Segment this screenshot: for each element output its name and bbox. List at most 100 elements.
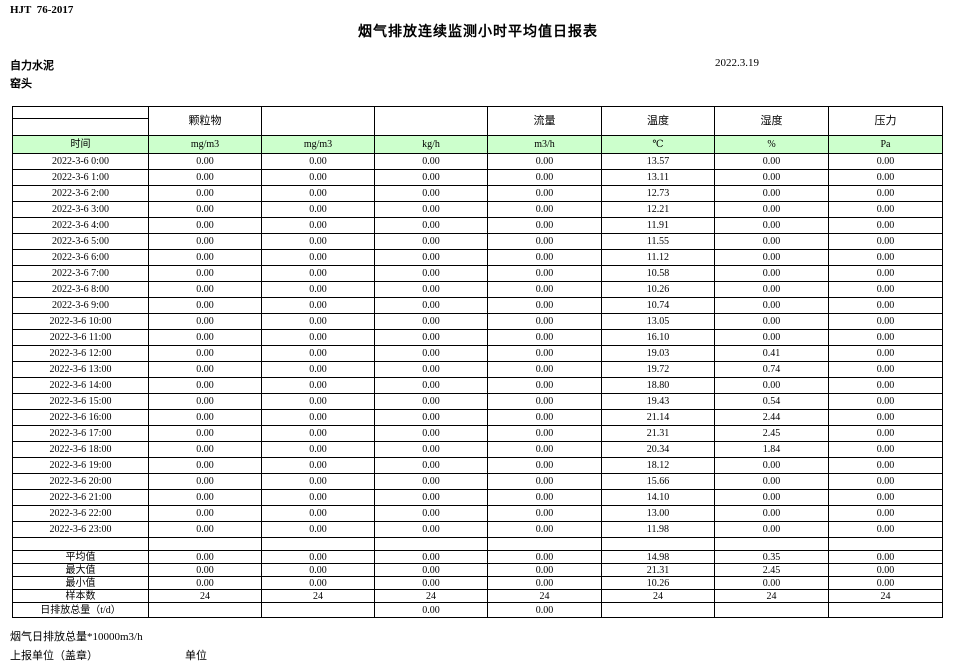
value-cell: 0.00	[261, 169, 375, 186]
time-cell: 2022-3-6 20:00	[12, 473, 149, 490]
empty-cell	[601, 537, 715, 551]
time-cell: 2022-3-6 7:00	[12, 265, 149, 282]
value-cell: 10.58	[601, 265, 715, 282]
value-cell: 0.00	[714, 265, 829, 282]
value-cell: 16.10	[601, 329, 715, 346]
value-cell: 0.00	[374, 457, 488, 474]
value-cell: 0.00	[148, 185, 262, 202]
value-cell: 0.00	[148, 217, 262, 234]
value-cell: 0.00	[828, 521, 943, 538]
total-emission-note: 烟气日排放总量*10000m3/h	[10, 631, 143, 643]
value-cell: 0.00	[828, 361, 943, 378]
value-cell: 0.00	[261, 505, 375, 522]
table-row: 2022-3-6 6:00 0.00 0.00 0.00 0.00 11.12 0.00 0.…	[12, 249, 943, 266]
value-cell: 0.00	[148, 576, 262, 590]
report-table: 颗粒物 流量 温度 湿度 压力 时间 mg/m3 mg/m3 kg/h m3/h…	[12, 106, 943, 618]
value-cell: 0.00	[374, 329, 488, 346]
table-row: 2022-3-6 22:00 0.00 0.00 0.00 0.00 13.00 0.00 0…	[12, 505, 943, 522]
value-cell: 0.00	[148, 393, 262, 410]
unit-cell: kg/h	[374, 135, 488, 154]
value-cell: 0.54	[714, 393, 829, 410]
value-cell: 0.00	[828, 169, 943, 186]
value-cell: 0.00	[148, 377, 262, 394]
value-cell: 0.00	[828, 563, 943, 577]
summary-row: 平均值 0.00 0.00 0.00 0.00 14.98 0.35 0.00	[12, 550, 943, 564]
value-cell: 0.00	[828, 265, 943, 282]
page-title: 烟气排放连续监测小时平均值日报表	[358, 25, 598, 40]
empty-cell	[261, 537, 375, 551]
table-row: 2022-3-6 13:00 0.00 0.00 0.00 0.00 19.72 0.74 0…	[12, 361, 943, 378]
value-cell: 0.00	[828, 233, 943, 250]
value-cell: 0.00	[374, 265, 488, 282]
value-cell: 0.00	[714, 249, 829, 266]
value-cell: 0.00	[261, 521, 375, 538]
value-cell: 11.12	[601, 249, 715, 266]
value-cell: 0.00	[828, 505, 943, 522]
value-cell: 0.00	[487, 313, 602, 330]
header-blank-cell	[12, 106, 149, 119]
time-cell: 2022-3-6 2:00	[12, 185, 149, 202]
value-cell: 0.00	[374, 233, 488, 250]
value-cell: 0.00	[714, 233, 829, 250]
value-cell: 1.84	[714, 441, 829, 458]
standard-code: HJT 76-2017	[10, 4, 74, 16]
value-cell: 0.00	[487, 457, 602, 474]
value-cell: 0.00	[261, 425, 375, 442]
value-cell: 0.00	[374, 576, 488, 590]
value-cell: 2.44	[714, 409, 829, 426]
empty-cell	[487, 537, 602, 551]
summary-label-cell: 最大值	[12, 563, 149, 577]
table-row: 2022-3-6 3:00 0.00 0.00 0.00 0.00 12.21 0.00 0.…	[12, 201, 943, 218]
value-cell: 0.00	[828, 489, 943, 506]
value-cell: 0.00	[487, 345, 602, 362]
value-cell: 0.00	[374, 345, 488, 362]
value-cell: 0.00	[828, 297, 943, 314]
value-cell: 0.00	[487, 441, 602, 458]
value-cell: 0.00	[148, 425, 262, 442]
column-header-particulate: 颗粒物	[148, 106, 262, 136]
value-cell: 0.00	[714, 313, 829, 330]
column-header-blank-1	[261, 106, 375, 136]
time-cell: 2022-3-6 9:00	[12, 297, 149, 314]
value-cell: 0.00	[148, 169, 262, 186]
summary-label-cell: 日排放总量（t/d）	[12, 602, 149, 618]
value-cell: 0.00	[828, 550, 943, 564]
value-cell: 0.00	[828, 201, 943, 218]
value-cell: 0.00	[261, 377, 375, 394]
unit-cell: m3/h	[487, 135, 602, 154]
value-cell: 19.43	[601, 393, 715, 410]
value-cell: 0.00	[374, 550, 488, 564]
value-cell: 0.00	[714, 473, 829, 490]
value-cell: 0.00	[148, 409, 262, 426]
header-blank-cell	[12, 118, 149, 136]
value-cell: 24	[487, 589, 602, 603]
value-cell: 0.00	[714, 217, 829, 234]
table-row: 2022-3-6 19:00 0.00 0.00 0.00 0.00 18.12 0.00 0…	[12, 457, 943, 474]
value-cell: 0.00	[148, 153, 262, 170]
value-cell: 0.00	[148, 345, 262, 362]
value-cell: 0.00	[487, 185, 602, 202]
value-cell: 0.00	[714, 489, 829, 506]
time-cell: 2022-3-6 5:00	[12, 233, 149, 250]
value-cell: 0.00	[261, 329, 375, 346]
value-cell: 0.00	[261, 489, 375, 506]
empty-cell	[374, 537, 488, 551]
table-row: 2022-3-6 23:00 0.00 0.00 0.00 0.00 11.98 0.00 0…	[12, 521, 943, 538]
value-cell: 0.00	[261, 233, 375, 250]
column-header-temperature: 温度	[601, 106, 715, 136]
value-cell: 0.00	[261, 345, 375, 362]
company-name: 自力水泥	[10, 60, 54, 72]
table-row: 2022-3-6 4:00 0.00 0.00 0.00 0.00 11.91 0.00 0.…	[12, 217, 943, 234]
value-cell: 12.21	[601, 201, 715, 218]
value-cell: 18.12	[601, 457, 715, 474]
value-cell: 0.00	[148, 457, 262, 474]
value-cell: 0.00	[714, 329, 829, 346]
value-cell: 0.00	[828, 409, 943, 426]
value-cell: 0.00	[374, 393, 488, 410]
value-cell: 0.00	[374, 201, 488, 218]
table-row: 2022-3-6 2:00 0.00 0.00 0.00 0.00 12.73 0.00 0.…	[12, 185, 943, 202]
summary-row: 样本数 24 24 24 24 24 24 24	[12, 589, 943, 603]
value-cell: 0.00	[487, 521, 602, 538]
value-cell: 0.00	[148, 313, 262, 330]
value-cell: 20.34	[601, 441, 715, 458]
